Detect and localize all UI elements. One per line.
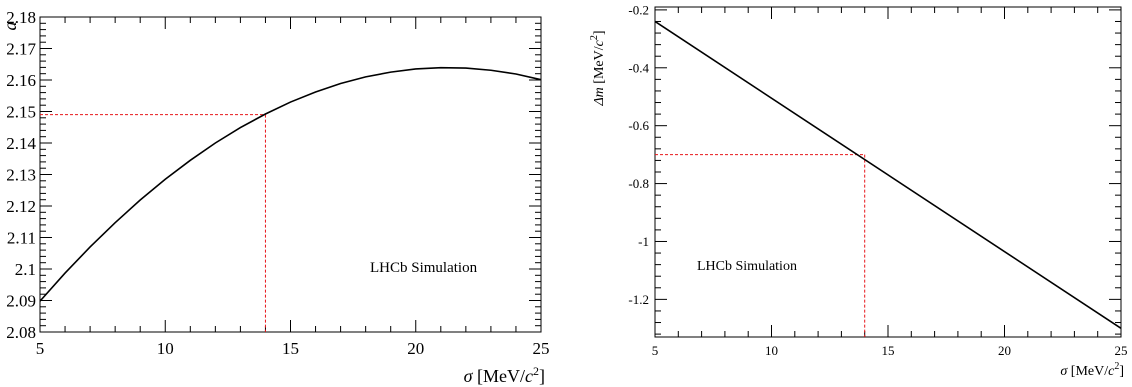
series-line	[39, 66, 542, 302]
plot-frame	[654, 6, 1122, 338]
x-tick-label: 15	[882, 343, 895, 358]
y-tick-label: -0.2	[628, 2, 649, 17]
x-tick-label: 20	[998, 343, 1011, 358]
y-axis: 2.08 2.09 2.1 2.11 2.12 2.13 2.14 2.15 2.16 2.17 2…	[6, 8, 541, 342]
y-tick-label: 2.08	[6, 323, 36, 342]
x-axis-title: σ [MeV/c2]	[1060, 361, 1124, 379]
chart-deltam-vs-sigma: 5 10 15 20 25 -0.2 -0.4 -0.6 -0.8 -1 -1.2 LHCb Si…	[589, 2, 1128, 379]
y-tick-label: 2.16	[6, 71, 36, 90]
reference-lines	[655, 154, 866, 337]
y-tick-label: 2.17	[6, 39, 36, 58]
x-tick-label: 15	[282, 339, 299, 358]
x-tick-label: 25	[1115, 343, 1128, 358]
y-tick-label: -0.6	[628, 118, 649, 133]
x-tick-label: 5	[652, 343, 659, 358]
y-tick-label: -0.8	[628, 176, 649, 191]
y-tick-label: 2.14	[6, 134, 36, 153]
annotation-text: LHCb Simulation	[697, 259, 797, 274]
y-tick-label: 2.1	[15, 260, 36, 279]
series-line	[654, 20, 1122, 329]
y-tick-label: -1.2	[628, 292, 649, 307]
y-tick-label: 2.12	[6, 197, 36, 216]
x-tick-label: 5	[36, 339, 45, 358]
y-tick-label: -0.4	[628, 60, 649, 75]
x-axis: 5 10 15 20 25	[652, 7, 1128, 358]
series-group	[39, 66, 542, 302]
series-group	[654, 20, 1122, 329]
y-tick-label: -1	[638, 234, 649, 249]
x-axis: 5 10 15 20 25	[36, 17, 550, 358]
y-tick-label: 2.11	[7, 228, 36, 247]
y-axis-title: a	[0, 22, 20, 31]
plot-frame	[39, 16, 542, 333]
y-tick-label: 2.15	[6, 102, 36, 121]
chart-a-vs-sigma: 5 10 15 20 25 2.08 2.09 2.1 2.11 2.12 2.13 2.14 2.1…	[0, 8, 550, 386]
x-tick-label: 10	[765, 343, 778, 358]
x-tick-label: 25	[533, 339, 550, 358]
y-tick-label: 2.13	[6, 165, 36, 184]
x-tick-label: 20	[407, 339, 424, 358]
annotation-text: LHCb Simulation	[370, 260, 478, 276]
x-axis-title: σ [MeV/c2]	[464, 364, 545, 386]
y-tick-label: 2.18	[6, 8, 36, 27]
y-axis-title: Δm [MeV/c2]	[589, 30, 607, 106]
reference-lines	[40, 114, 266, 332]
y-axis: -0.2 -0.4 -0.6 -0.8 -1 -1.2	[628, 2, 1121, 335]
x-tick-label: 10	[157, 339, 174, 358]
y-tick-label: 2.09	[6, 291, 36, 310]
